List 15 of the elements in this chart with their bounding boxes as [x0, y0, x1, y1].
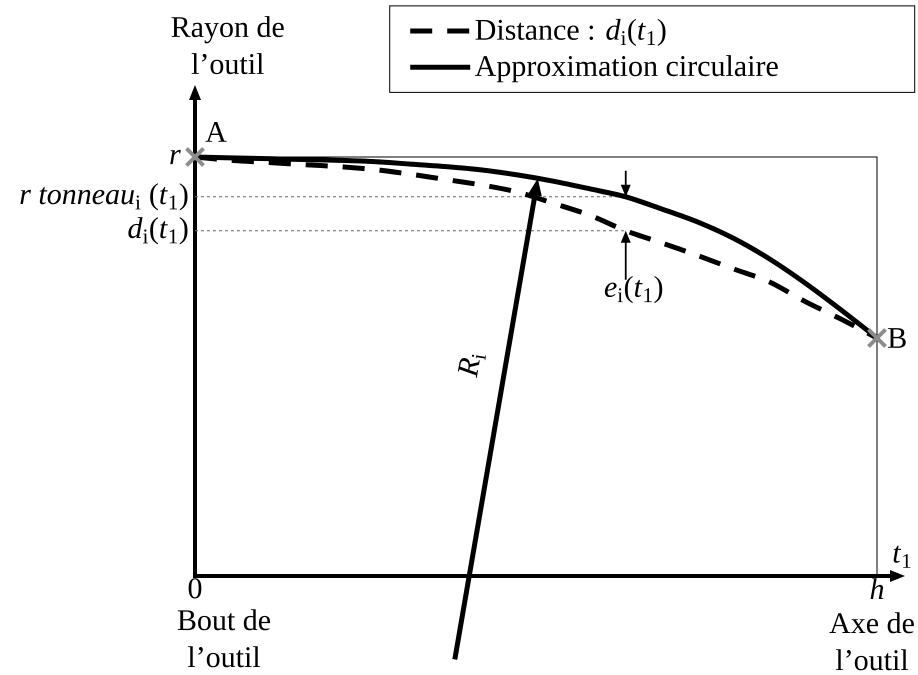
x-tick-label: h — [870, 578, 884, 600]
text: r tonneau$_{i}$ (t$_{1}$) — [20, 183, 188, 210]
text: Axe de l’outil — [829, 612, 914, 670]
text: Bout de l’outil — [178, 609, 270, 668]
annotation: R$_{i}$ — [458, 354, 486, 378]
text: A — [205, 122, 227, 142]
text: d$_{i}$(t$_{1}$) — [128, 217, 188, 244]
text: r — [170, 150, 181, 164]
x-axis-title: t$_{1}$ — [894, 546, 910, 568]
annotation: e$_{i}$(t$_{1}$) — [604, 276, 662, 304]
legend-label: Distance : d$_{i}$(t$_{1}$) — [476, 18, 666, 46]
text: B — [888, 328, 906, 348]
legend-label: Approximation circulaire — [474, 55, 778, 82]
x-tick-label: 0 — [188, 578, 202, 598]
y-axis-title: Rayon de l’outil — [172, 16, 284, 74]
